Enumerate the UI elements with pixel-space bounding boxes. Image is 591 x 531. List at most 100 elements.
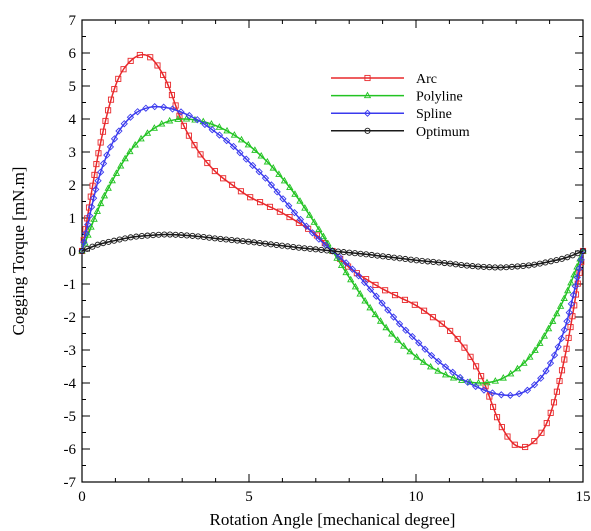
marker-polyline [570,270,578,278]
marker-arc [256,199,264,206]
marker-polyline [112,169,121,176]
marker-spline [126,113,135,121]
marker-arc [561,356,568,363]
marker-optimum [564,254,571,261]
x-tick-label: 15 [576,489,591,505]
y-tick-label: -7 [64,475,77,491]
marker-optimum [340,249,347,256]
marker-arc [565,334,572,341]
marker-optimum [396,255,403,262]
marker-optimum [111,237,118,244]
marker-arc [295,219,302,226]
marker-arc [107,96,115,103]
marker-polyline [366,303,374,311]
marker-polyline [544,324,553,332]
marker-spline [106,143,115,151]
marker-polyline [158,119,166,127]
marker-optimum [368,251,375,259]
marker-optimum [363,251,370,258]
marker-polyline [419,358,428,365]
marker-spline [80,238,88,246]
marker-spline [296,215,305,224]
marker-optimum [463,262,470,269]
marker-optimum [105,238,112,245]
marker-arc [363,276,370,283]
marker-arc [127,57,134,64]
marker-spline [523,386,532,394]
marker-arc [228,181,236,188]
y-tick-label: -6 [64,442,77,458]
marker-spline [557,334,566,343]
marker-arc [136,51,143,59]
marker-optimum [206,234,213,241]
marker-polyline [499,374,507,381]
series-group [78,51,587,451]
marker-arc [490,403,497,410]
marker-spline [261,174,270,182]
marker-arc [522,443,529,451]
marker-spline [546,359,555,367]
marker-optimum [351,250,358,257]
marker-polyline [361,296,369,304]
marker-optimum [307,245,314,252]
marker-arc [160,71,167,78]
legend-label-spline: Spline [416,107,452,122]
marker-arc [147,54,154,61]
marker-arc [511,441,518,448]
marker-spline [573,273,581,282]
marker-polyline [121,154,129,162]
marker-optimum [536,260,543,267]
marker-optimum [574,250,581,257]
legend-marker-spline [363,109,372,117]
marker-spline [99,159,108,168]
marker-spline [488,389,497,397]
legend-item-optimum: Optimum [331,125,470,140]
marker-optimum [407,256,414,263]
marker-optimum [200,233,207,241]
marker-polyline [150,124,159,131]
marker-spline [308,229,317,237]
series-markers-spline [78,103,587,399]
marker-arc [447,327,454,334]
marker-optimum [217,235,224,243]
marker-spline [366,285,375,293]
marker-spline [560,326,568,334]
marker-optimum [323,247,330,254]
marker-optimum [531,261,538,268]
legend: Arc Polyline Spline Optimum [331,72,470,140]
marker-spline [550,351,559,359]
marker-spline [335,253,343,261]
marker-optimum [391,254,398,261]
marker-polyline [143,129,152,136]
series-optimum [78,231,587,271]
marker-arc [172,102,179,109]
marker-optimum [579,247,587,255]
marker-spline [315,235,323,243]
marker-optimum [245,238,252,245]
marker-optimum [553,257,560,264]
x-tick-label: 5 [245,489,253,505]
marker-arc [154,62,161,69]
marker-spline [415,339,423,347]
marker-spline [575,264,583,273]
marker-optimum [239,238,246,245]
marker-optimum [447,260,454,267]
marker-polyline [560,294,568,302]
marker-polyline [84,231,92,238]
marker-polyline [549,317,557,324]
marker-optimum [547,258,554,265]
marker-arc [197,151,204,158]
marker-polyline [333,254,341,261]
marker-optimum [262,240,269,247]
marker-spline [229,142,238,151]
marker-arc [276,208,283,215]
marker-arc [120,66,127,73]
series-markers-polyline [78,114,587,386]
marker-spline [348,265,357,273]
marker-spline [193,116,201,124]
marker-polyline [286,183,294,191]
marker-polyline [280,176,289,184]
marker-polyline [100,191,109,199]
marker-arc [467,353,474,360]
marker-arc [99,128,107,135]
